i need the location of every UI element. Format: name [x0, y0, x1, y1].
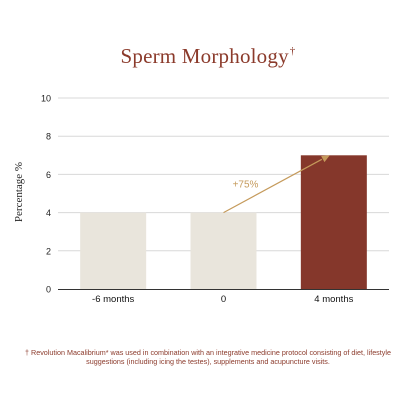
y-tick-label: 6 — [46, 170, 51, 180]
y-axis-label: Percentage % — [13, 162, 25, 222]
annotation-label: +75% — [233, 180, 259, 191]
y-tick-label: 0 — [46, 285, 51, 295]
y-tick-label: 8 — [46, 132, 51, 142]
bar — [300, 155, 367, 289]
annotation-layer: +75% — [223, 155, 330, 214]
y-tick-label: 2 — [46, 246, 51, 256]
x-tick-label: 0 — [221, 294, 226, 305]
y-tick-label: 10 — [41, 94, 51, 104]
bar — [80, 212, 147, 289]
annotation-arrow-head — [321, 155, 330, 163]
chart-title-text: Sperm Morphology — [120, 44, 289, 68]
bar — [190, 212, 257, 289]
x-tick-label: -6 months — [92, 294, 134, 305]
bars — [80, 155, 367, 289]
chart-title: Sperm Morphology† — [0, 44, 416, 69]
footnote: † Revolution Macalibrium* was used in co… — [25, 348, 391, 366]
x-tick-label: 4 months — [314, 294, 353, 305]
annotation-arrow-line — [223, 158, 323, 214]
axes: 0 2 4 6 8 10 -6 months 0 4 months — [41, 94, 389, 305]
title-footnote-mark: † — [289, 45, 296, 57]
y-tick-label: 4 — [46, 208, 51, 218]
